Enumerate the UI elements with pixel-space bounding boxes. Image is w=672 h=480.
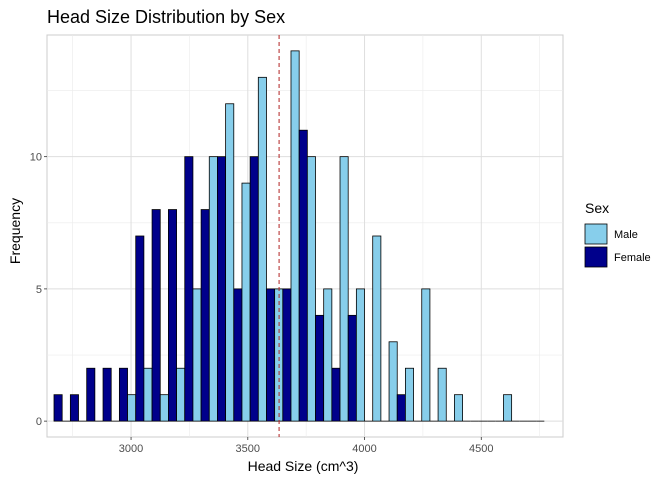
bars xyxy=(53,50,545,422)
bar-female xyxy=(266,288,276,422)
y-tick-label: 10 xyxy=(30,152,42,164)
bar-male xyxy=(388,341,398,422)
legend-swatch-female xyxy=(584,246,608,268)
legend-swatch-male xyxy=(584,223,608,245)
bar-male xyxy=(339,156,349,422)
bar-male xyxy=(208,156,218,422)
bar-male xyxy=(241,182,251,422)
bar-male xyxy=(176,367,186,422)
bar-female xyxy=(396,394,406,422)
bar-female xyxy=(249,156,259,422)
bar-female xyxy=(102,367,112,422)
bar-female xyxy=(298,129,308,422)
bar-female xyxy=(315,314,325,422)
bar-male xyxy=(225,103,235,422)
bar-female xyxy=(151,209,161,422)
legend-label-female: Female xyxy=(614,252,651,264)
bar-male xyxy=(323,288,333,422)
bar-male xyxy=(127,394,137,422)
bar-female xyxy=(69,394,79,422)
bar-male xyxy=(159,394,169,422)
bar-male xyxy=(306,156,316,422)
bar-female xyxy=(347,314,357,422)
bar-male xyxy=(421,288,431,422)
chart-title: Head Size Distribution by Sex xyxy=(47,7,285,27)
legend-label-male: Male xyxy=(614,229,638,241)
bar-female xyxy=(331,367,341,422)
legend: Sex Male Female xyxy=(584,200,651,268)
y-tick-label: 5 xyxy=(36,284,42,296)
bar-female xyxy=(86,367,96,422)
bar-female xyxy=(184,156,194,422)
bar-male xyxy=(355,288,365,422)
bar-female xyxy=(168,209,177,422)
bar-male xyxy=(404,367,414,422)
bar-male xyxy=(454,394,464,422)
bar-female xyxy=(135,235,145,422)
bar-female xyxy=(217,156,227,422)
y-axis-title: Frequency xyxy=(7,198,23,264)
bar-male xyxy=(503,394,513,422)
bar-male xyxy=(143,367,153,422)
x-tick-label: 4000 xyxy=(352,443,376,455)
bar-male xyxy=(437,367,447,422)
bar-female xyxy=(53,394,63,422)
bar-male xyxy=(257,76,267,422)
x-axis-title: Head Size (cm^3) xyxy=(248,458,359,474)
legend-title: Sex xyxy=(585,200,609,216)
x-tick-label: 3000 xyxy=(119,443,143,455)
bar-female xyxy=(233,288,243,422)
bar-male xyxy=(372,235,382,422)
bar-female xyxy=(200,209,210,422)
y-tick-label: 0 xyxy=(36,416,42,428)
y-axis-ticks: 0 5 10 xyxy=(30,152,47,428)
bar-male xyxy=(192,288,202,422)
x-tick-label: 3500 xyxy=(236,443,260,455)
bar-male xyxy=(290,50,300,422)
x-tick-label: 4500 xyxy=(469,443,493,455)
bar-female xyxy=(118,367,128,422)
plot-panel xyxy=(46,34,564,438)
x-axis-ticks: 3000 3500 4000 4500 xyxy=(119,437,494,455)
bar-female xyxy=(282,288,292,422)
